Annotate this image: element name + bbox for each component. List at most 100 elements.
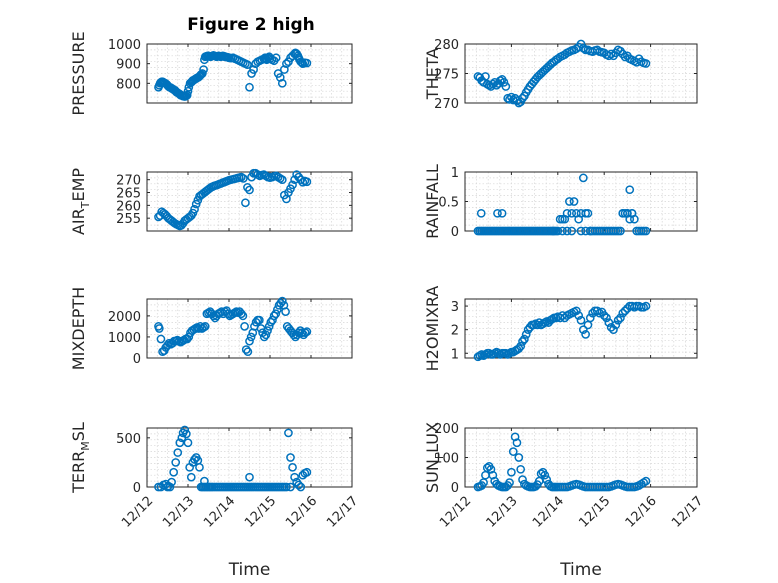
data-point <box>618 308 628 318</box>
y-axis-label-part: AIR <box>69 208 88 235</box>
data-point <box>282 482 291 492</box>
y-axis-label: MIXDEPTH <box>69 287 88 370</box>
data-point <box>572 306 581 316</box>
data-point <box>288 180 297 190</box>
data-point <box>488 79 498 89</box>
data-point <box>583 208 593 218</box>
data-point <box>281 307 290 316</box>
data-point <box>245 336 254 346</box>
data-point <box>263 326 272 335</box>
data-point <box>239 174 248 183</box>
axes-frame <box>464 298 698 359</box>
y-axis-label: PRESSURE <box>69 31 88 115</box>
data-point <box>592 45 602 55</box>
y-tick-label: 260 <box>116 199 141 214</box>
data-point <box>246 332 256 342</box>
data-point <box>574 311 584 320</box>
data-point <box>183 438 193 448</box>
y-tick-label: 0 <box>133 481 141 496</box>
data-point <box>540 470 550 480</box>
y-axis-label: TERRMSL <box>69 422 92 494</box>
y-axis-label: SUNFLUX <box>423 422 446 493</box>
data-point <box>514 344 524 353</box>
y-axis-label: THETA <box>423 48 442 100</box>
data-point <box>481 72 490 81</box>
data-point <box>510 432 520 442</box>
subplot-pressure: 800 900 1000 PRESSURE <box>69 31 353 116</box>
data-point <box>289 330 299 340</box>
data-point <box>271 309 281 319</box>
data-point <box>180 425 190 435</box>
data-point <box>602 313 611 323</box>
data-point <box>154 324 164 333</box>
y-tick-label: 0 <box>451 225 459 240</box>
data-point <box>499 78 509 87</box>
data-point <box>243 347 253 357</box>
y-tick-label: 1000 <box>108 331 141 346</box>
subplot-mixdepth: 0 1000 2000 MIXDEPTH <box>69 287 353 370</box>
data-point <box>196 70 206 79</box>
y-axis-label: RAINFALL <box>423 164 442 239</box>
data-point <box>514 453 524 462</box>
data-point <box>625 185 635 195</box>
data-point <box>558 226 567 236</box>
data-point <box>576 226 586 236</box>
y-tick-label: 255 <box>116 212 141 227</box>
data-point <box>620 306 630 316</box>
data-point <box>516 464 526 474</box>
data-point <box>565 197 574 206</box>
y-tick-label: 200 <box>434 422 459 437</box>
data-point <box>302 177 312 187</box>
data-point <box>592 306 602 316</box>
data-point <box>183 86 193 96</box>
y-tick-label: 280 <box>434 38 459 53</box>
data-point <box>486 464 496 474</box>
data-point <box>199 65 208 74</box>
y-tick-label: 3 <box>451 300 459 315</box>
data-point <box>599 311 609 320</box>
data-point <box>302 467 312 477</box>
data-point <box>569 197 579 206</box>
x-axis-label: Time <box>559 560 602 580</box>
data-point <box>245 472 254 482</box>
data-point <box>288 462 297 472</box>
data-point <box>240 322 249 331</box>
data-point <box>585 226 595 236</box>
data-point <box>200 322 210 331</box>
data-point <box>627 208 637 218</box>
data-point <box>585 313 595 323</box>
data-point <box>493 208 502 218</box>
data-point <box>245 82 254 92</box>
data-point <box>578 43 588 53</box>
data-point <box>181 91 191 101</box>
data-point <box>277 296 287 306</box>
y-axis-label-part: EMP <box>69 168 88 202</box>
data-point <box>606 49 616 59</box>
y-tick-label: 1000 <box>108 38 141 53</box>
y-axis-label-part: SUN <box>423 459 442 493</box>
y-tick-label: 275 <box>434 68 459 83</box>
data-point <box>488 470 498 480</box>
data-point <box>567 226 577 236</box>
y-tick-label: 500 <box>116 432 141 447</box>
data-point <box>254 315 264 325</box>
data-point <box>296 482 306 492</box>
data-point <box>186 472 196 482</box>
y-tick-label: 900 <box>116 58 141 73</box>
y-axis-label: AIRTEMP <box>69 168 92 235</box>
y-tick-label: 270 <box>434 97 459 112</box>
y-tick-label: 1 <box>451 166 459 181</box>
data-point <box>616 313 625 323</box>
y-axis-label-subscript: F <box>433 453 446 459</box>
subplot-h2omixra: 1 2 3 H2OMIXRA <box>423 286 698 372</box>
data-point <box>200 476 209 486</box>
data-point <box>182 429 191 439</box>
data-point <box>553 226 563 236</box>
data-point <box>156 334 166 344</box>
data-point <box>296 57 306 67</box>
data-point <box>518 93 527 103</box>
y-axis-label: H2OMIXRA <box>423 286 442 372</box>
data-point <box>562 226 572 236</box>
